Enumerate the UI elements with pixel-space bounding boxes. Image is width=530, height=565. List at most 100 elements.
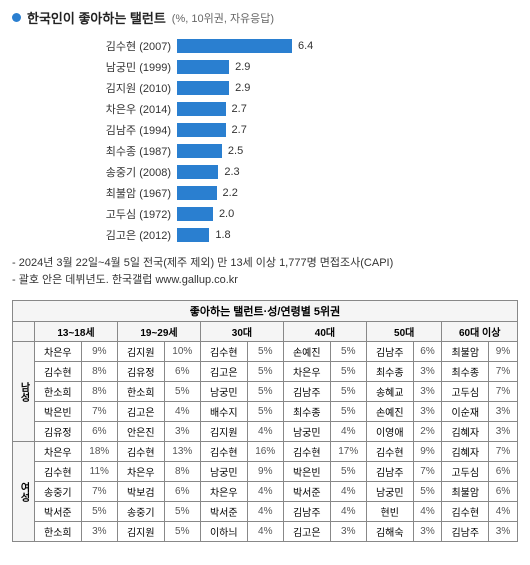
- bar-chart: 김수현 (2007)6.4남궁민 (1999)2.9김지원 (2010)2.9차…: [72, 35, 518, 245]
- rank-name: 김지원: [200, 422, 247, 442]
- rank-name: 한소희: [35, 382, 82, 402]
- rank-name: 김남주: [283, 502, 330, 522]
- rank-pct: 5%: [247, 342, 283, 362]
- chart-header: 한국인이 좋아하는 탤런트 (%, 10위권, 자유응답): [12, 8, 518, 27]
- bar-row: 최수종 (1987)2.5: [72, 140, 518, 161]
- rank-pct: 7%: [413, 462, 442, 482]
- bar-row: 김고은 (2012)1.8: [72, 224, 518, 245]
- bar-row: 송중기 (2008) 2.3: [72, 161, 518, 182]
- group-label: 남성: [13, 342, 35, 442]
- rank-name: 최수종: [283, 402, 330, 422]
- rank-pct: 5%: [164, 382, 200, 402]
- group-label: 여성: [13, 442, 35, 542]
- rank-pct: 9%: [247, 462, 283, 482]
- rank-pct: 7%: [81, 402, 117, 422]
- rank-name: 최불암: [442, 342, 489, 362]
- rank-name: 김유정: [35, 422, 82, 442]
- rank-pct: 6%: [164, 362, 200, 382]
- rank-pct: 5%: [81, 502, 117, 522]
- rank-pct: 17%: [330, 442, 366, 462]
- rank-pct: 4%: [489, 502, 518, 522]
- bar-wrap: 2.0: [177, 207, 518, 221]
- table-title: 좋아하는 탤런트·성/연령별 5위권: [13, 301, 518, 322]
- rank-name: 박은빈: [283, 462, 330, 482]
- rank-name: 김혜자: [442, 422, 489, 442]
- rank-name: 김남주: [366, 342, 413, 362]
- bar: [177, 186, 217, 200]
- table-row: 김유정6%안은진3%김지원4%남궁민4%이영애2%김혜자3%: [13, 422, 518, 442]
- rank-name: 김수현: [200, 342, 247, 362]
- bar-value: 2.0: [219, 208, 234, 220]
- bar: [177, 144, 222, 158]
- bar-label: 김남주 (1994): [72, 122, 177, 138]
- rank-pct: 5%: [247, 362, 283, 382]
- table-row: 박은빈7%김고은4%배수지5%최수종5%손예진3%이순재3%: [13, 402, 518, 422]
- rank-name: 남궁민: [200, 382, 247, 402]
- rank-name: 남궁민: [366, 482, 413, 502]
- rank-pct: 4%: [247, 422, 283, 442]
- bar-label: 김수현 (2007): [72, 38, 177, 54]
- table-row: 한소희8%한소희5%남궁민5%김남주5%송혜교3%고두심7%: [13, 382, 518, 402]
- bar-wrap: 2.7: [177, 102, 518, 116]
- table-row: 한소희3%김지원5%이하늬4%김고은3%김해숙3%김남주3%: [13, 522, 518, 542]
- rank-pct: 3%: [330, 522, 366, 542]
- rank-pct: 4%: [413, 502, 442, 522]
- chart-title: 한국인이 좋아하는 탤런트: [27, 8, 166, 27]
- rank-pct: 4%: [247, 522, 283, 542]
- bar-label: 송중기 (2008): [72, 164, 177, 180]
- rank-pct: 3%: [413, 362, 442, 382]
- table-row: 여성차은우18%김수현13%김수현16%김수현17%김수현9%김혜자7%: [13, 442, 518, 462]
- rank-pct: 8%: [81, 382, 117, 402]
- rank-name: 최수종: [366, 362, 413, 382]
- rank-name: 김유정: [117, 362, 164, 382]
- rank-pct: 4%: [247, 502, 283, 522]
- rank-name: 박보검: [117, 482, 164, 502]
- rank-name: 남궁민: [200, 462, 247, 482]
- bar-label: 남궁민 (1999): [72, 59, 177, 75]
- bar-label: 고두심 (1972): [72, 206, 177, 222]
- bar-row: 김지원 (2010)2.9: [72, 77, 518, 98]
- bar-wrap: 2.3: [177, 165, 518, 179]
- rank-name: 현빈: [366, 502, 413, 522]
- rank-name: 김남주: [283, 382, 330, 402]
- bar-row: 남궁민 (1999)2.9: [72, 56, 518, 77]
- rank-pct: 6%: [413, 342, 442, 362]
- rank-pct: 2%: [413, 422, 442, 442]
- rank-name: 박서준: [35, 502, 82, 522]
- rank-name: 이순재: [442, 402, 489, 422]
- rank-name: 김수현: [442, 502, 489, 522]
- rank-name: 박은빈: [35, 402, 82, 422]
- bar-wrap: 2.7: [177, 123, 518, 137]
- rank-pct: 3%: [489, 402, 518, 422]
- bar-wrap: 2.5: [177, 144, 518, 158]
- rank-pct: 9%: [413, 442, 442, 462]
- bar-value: 2.2: [223, 187, 238, 199]
- rank-pct: 16%: [247, 442, 283, 462]
- footnote-line: - 괄호 안은 데뷔년도. 한국갤럽 www.gallup.co.kr: [12, 272, 518, 289]
- rank-pct: 9%: [489, 342, 518, 362]
- age-header: 50대: [366, 322, 442, 342]
- rank-pct: 5%: [164, 502, 200, 522]
- rank-name: 박서준: [283, 482, 330, 502]
- rank-name: 박서준: [200, 502, 247, 522]
- bar-row: 김수현 (2007)6.4: [72, 35, 518, 56]
- rank-name: 최수종: [442, 362, 489, 382]
- bar-label: 김지원 (2010): [72, 80, 177, 96]
- rank-name: 김수현: [35, 362, 82, 382]
- bar-wrap: 2.9: [177, 81, 518, 95]
- bar-label: 최불암 (1967): [72, 185, 177, 201]
- rank-name: 김수현: [366, 442, 413, 462]
- corner-cell: [13, 322, 35, 342]
- bar-label: 김고은 (2012): [72, 227, 177, 243]
- rank-pct: 6%: [489, 482, 518, 502]
- table-row: 김수현11%차은우8%남궁민9%박은빈5%김남주7%고두심6%: [13, 462, 518, 482]
- bar: [177, 81, 229, 95]
- bar: [177, 228, 209, 242]
- rank-pct: 5%: [164, 522, 200, 542]
- rank-pct: 11%: [81, 462, 117, 482]
- bar-value: 2.3: [224, 166, 239, 178]
- rank-pct: 5%: [413, 482, 442, 502]
- rank-pct: 8%: [81, 362, 117, 382]
- bar-wrap: 6.4: [177, 39, 518, 53]
- rank-name: 이영애: [366, 422, 413, 442]
